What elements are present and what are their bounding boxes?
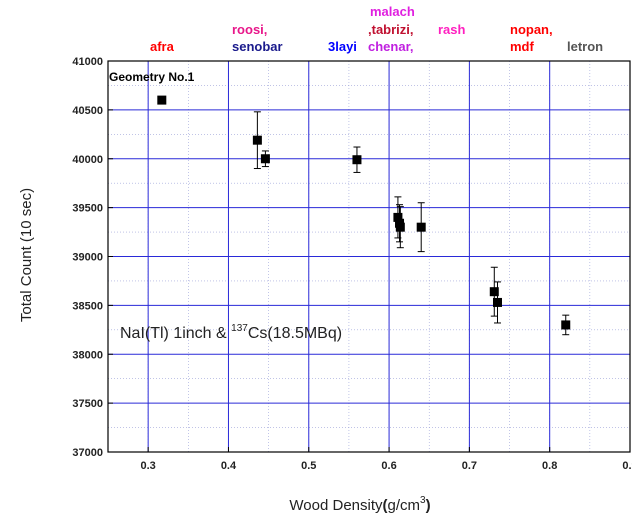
grid-lines: [108, 61, 630, 452]
x-axis-title-paren-close: ): [426, 497, 431, 514]
y-tick-label: 38000: [72, 349, 103, 361]
source-annotation-isotope-mass: 137: [231, 323, 248, 334]
geometry-annotation: Geometry No.1: [109, 70, 195, 84]
data-point: [561, 320, 570, 329]
y-tick-label: 37000: [72, 447, 103, 459]
x-tick-label: 0.3: [141, 460, 156, 472]
x-tick-label: 0.4: [221, 460, 237, 472]
category-label-letron: letron: [567, 39, 603, 54]
y-axis-ticks: 37000 37500 38000 38500 39000 39500 40000 40500…: [72, 56, 113, 459]
category-label-tabrizi: ,tabrizi,: [368, 22, 414, 37]
category-label-chenar: chenar,: [368, 39, 414, 54]
x-axis-ticks: 0.3 0.4 0.5 0.6 0.7 0.8 0.9: [141, 447, 632, 472]
category-label-malach: malach: [370, 4, 415, 19]
category-label-nopan: nopan,: [510, 22, 553, 37]
data-point: [253, 136, 262, 145]
category-label-senobar: senobar: [232, 39, 283, 54]
y-tick-label: 41000: [72, 56, 103, 68]
x-tick-label: 0.9: [622, 460, 632, 472]
y-tick-label: 39500: [72, 203, 103, 215]
y-tick-label: 38500: [72, 300, 103, 312]
y-tick-label: 40000: [72, 154, 103, 166]
y-tick-label: 40500: [72, 105, 103, 117]
source-annotation: NaI(Tl) 1inch & 137Cs(18.5MBq): [120, 323, 342, 342]
x-tick-label: 0.7: [462, 460, 477, 472]
data-point: [417, 223, 426, 232]
x-axis-title-main: Wood Density: [289, 497, 383, 514]
category-label-afra: afra: [150, 39, 175, 54]
category-label-mdf: mdf: [510, 39, 535, 54]
data-point: [493, 298, 502, 307]
data-points: [157, 96, 570, 335]
category-label-rash: rash: [438, 22, 466, 37]
source-annotation-text: NaI(Tl) 1inch &: [120, 325, 231, 342]
x-tick-label: 0.5: [301, 460, 316, 472]
y-axis-title: Total Count (10 sec): [18, 188, 35, 322]
category-label-3layi: 3layi: [328, 39, 357, 54]
x-tick-label: 0.6: [381, 460, 396, 472]
data-point: [396, 223, 405, 232]
x-tick-label: 0.8: [542, 460, 557, 472]
source-annotation-isotope: Cs(18.5MBq): [248, 325, 342, 342]
data-point: [352, 155, 361, 164]
y-tick-label: 39000: [72, 252, 103, 264]
category-label-roosi: roosi,: [232, 22, 267, 37]
y-tick-label: 37500: [72, 398, 103, 410]
data-point: [261, 154, 270, 163]
x-axis-title-unit: g/cm: [388, 497, 421, 514]
x-axis-title: Wood Density(g/cm3): [289, 495, 430, 514]
data-point: [157, 96, 166, 105]
